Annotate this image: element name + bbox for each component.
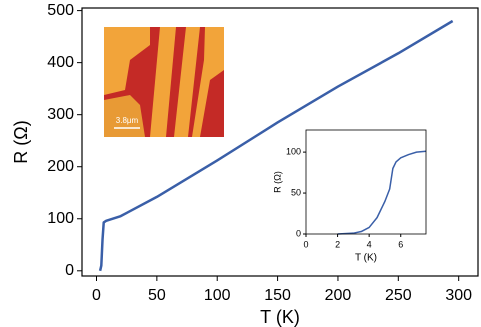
x-tick-label: 4 [367, 239, 372, 249]
x-tick-label: 0 [92, 287, 101, 304]
afm-image: 3.8μm [104, 27, 224, 137]
x-axis-label: T (K) [260, 307, 300, 327]
y-tick-label: 100 [47, 210, 74, 227]
y-tick-label: 400 [47, 54, 74, 71]
x-tick-label: 150 [264, 287, 291, 304]
data-line [98, 19, 454, 272]
y-tick-label: 500 [47, 2, 74, 19]
y-axis-label: R (Ω) [272, 171, 282, 193]
y-axis-label: R (Ω) [11, 120, 31, 163]
plot-frame [81, 7, 479, 277]
x-tick-label: 2 [335, 239, 340, 249]
x-tick-label: 6 [398, 239, 403, 249]
y-tick-label: 200 [47, 158, 74, 175]
inset-background [306, 130, 426, 234]
y-tick-label: 50 [291, 187, 301, 197]
x-tick-label: 300 [445, 287, 472, 304]
y-tick-label: 300 [47, 106, 74, 123]
x-tick-label: 250 [385, 287, 412, 304]
data-line [337, 150, 427, 235]
scale-label: 3.8μm [116, 116, 139, 125]
x-axis-label: T (K) [355, 253, 377, 264]
x-tick-label: 200 [325, 287, 352, 304]
plot-frame [305, 129, 427, 235]
x-tick-label: 50 [148, 287, 166, 304]
x-tick-label: 0 [303, 239, 308, 249]
y-tick-label: 0 [65, 262, 74, 279]
y-tick-label: 100 [286, 146, 301, 156]
x-tick-label: 100 [204, 287, 231, 304]
y-tick-label: 0 [296, 228, 301, 238]
